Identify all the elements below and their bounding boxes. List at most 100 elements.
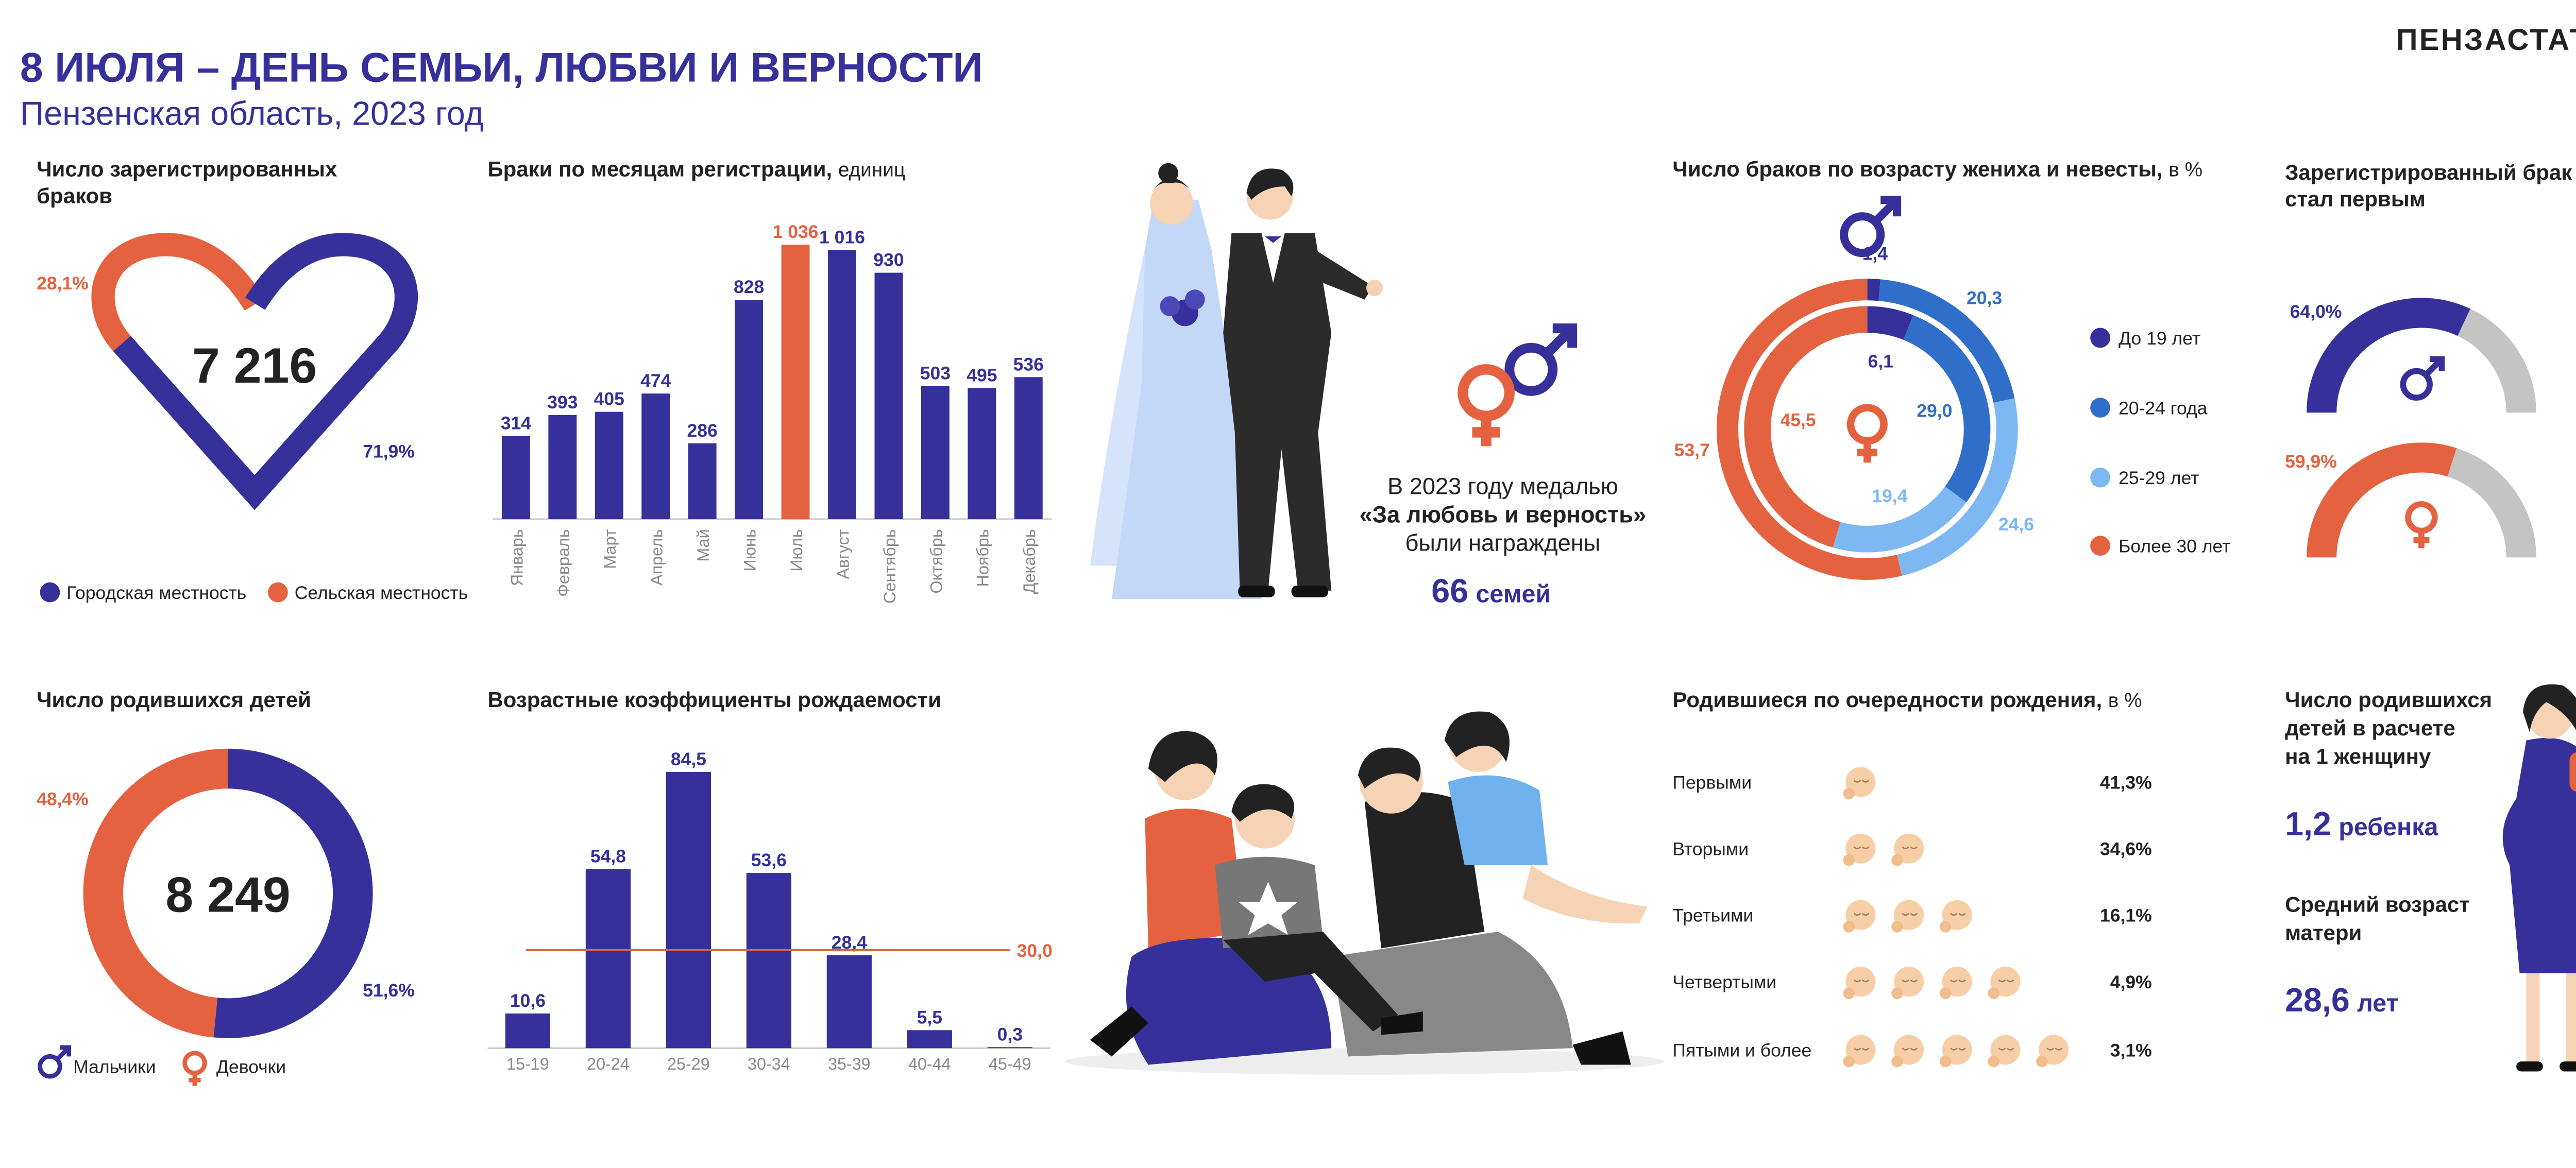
row-label: Вторыми: [1672, 839, 1749, 860]
baby-icon: [1990, 966, 2021, 997]
illustration-part: [1358, 747, 1421, 789]
value-label: 53,6: [751, 850, 787, 870]
value-label: 6,1: [1868, 351, 1893, 371]
legend-swatch: [2090, 536, 2110, 556]
panel-title: Число родившихся детей: [37, 688, 311, 712]
panel-title-text: Родившиеся по очередности рождения,: [1672, 688, 2102, 712]
baby-icon-eyes: [1853, 846, 1870, 849]
baby-icon-eyes: [1902, 1047, 1918, 1051]
illustration-part: [2560, 1061, 2576, 1072]
illustration-part: [2569, 752, 2576, 792]
row-label: Третьими: [1672, 905, 1753, 926]
baby-icon-hand: [1891, 987, 1903, 999]
x-tick-label: Май: [694, 529, 713, 561]
baby-icon-eyes: [1950, 979, 1966, 983]
baby-icon-hand: [1843, 787, 1855, 800]
baby-icon: [1942, 1035, 1972, 1065]
value-label: 3,1%: [2110, 1040, 2152, 1060]
value-label: 29,0: [1917, 400, 1952, 421]
donut-segment: [83, 748, 228, 1038]
panel-title: Браки по месяцам регистрации, единиц: [487, 157, 905, 181]
bar: [987, 1047, 1032, 1049]
x-tick-label: Декабрь: [1020, 529, 1039, 594]
bar: [874, 272, 903, 520]
baby-icon: [2039, 1035, 2069, 1065]
baby-icon-hand: [1891, 854, 1903, 866]
baby-icon: [1942, 966, 1972, 997]
row-label: Четвертыми: [1672, 972, 1776, 992]
female-symbol-ring: [2405, 501, 2438, 534]
value-label: 64,0%: [2290, 301, 2342, 322]
value-label: 1 016: [819, 227, 865, 247]
male-symbol-ring: [1504, 342, 1558, 396]
baby-icon-eyes: [1853, 780, 1870, 783]
legend-swatch: [2090, 328, 2110, 348]
total-label: 7 216: [192, 337, 317, 393]
x-tick-label: 30-34: [748, 1055, 790, 1073]
value-label: 20,3: [1967, 287, 2002, 308]
illustration-part: [1381, 1011, 1423, 1035]
panel-title-text: Браки по месяцам регистрации,: [487, 157, 832, 181]
illustration-part: [2526, 973, 2540, 1065]
baby-icon-hand: [1988, 1055, 2000, 1068]
ring-segment: [1716, 279, 1902, 580]
bar: [921, 386, 950, 520]
baby-icon: [1845, 767, 1876, 797]
brand: ПЕНЗАСТАТ: [2396, 23, 2576, 57]
value-label: 930: [873, 250, 904, 270]
value-label: 48,4%: [37, 789, 89, 810]
panel-title: на 1 женщину: [2285, 744, 2431, 768]
panel-value-number: 28,6: [2285, 982, 2350, 1019]
male-symbol-arrow: [1543, 323, 1578, 358]
medal-text: «За любовь и верность»: [1360, 501, 1647, 527]
illustration-part: [1448, 775, 1548, 865]
bar: [548, 415, 577, 520]
gauge-value: [2307, 442, 2457, 558]
value-label: 59,9%: [2285, 451, 2337, 472]
value-label: 28,1%: [37, 273, 89, 294]
bar: [505, 1013, 551, 1049]
bar: [1014, 377, 1043, 520]
x-tick-label: 40-44: [908, 1055, 951, 1073]
legend-swatch: [2090, 398, 2110, 418]
ring-segment: [1867, 279, 1881, 301]
panel-title: Возрастные коэффициенты рождаемости: [487, 688, 941, 712]
gauge-track: [2457, 308, 2536, 413]
illustration-part: [1314, 249, 1373, 300]
male-symbol-ring: [38, 1054, 62, 1079]
legend-label: 25-29 лет: [2119, 468, 2199, 488]
legend-label: 20-24 года: [2119, 398, 2208, 419]
bar: [641, 393, 670, 520]
baby-icon-eyes: [1902, 913, 1918, 916]
illustration-part: [1231, 784, 1294, 822]
value-label: 0,3: [997, 1024, 1023, 1044]
female-symbol-ring: [182, 1051, 207, 1076]
illustration-part: [1090, 1006, 1148, 1057]
bar: [735, 300, 764, 520]
illustration-part: [1572, 1031, 1631, 1065]
ring-segment: [1867, 306, 1913, 340]
value-label: 828: [734, 277, 764, 297]
female-symbol: [182, 1051, 207, 1086]
value-label: 71,9%: [363, 441, 415, 462]
baby-icon-hand: [1891, 921, 1903, 933]
female-symbol: [1458, 364, 1515, 446]
panel-title-unit: в %: [2168, 159, 2202, 181]
medal-count-unit: семей: [1476, 580, 1551, 608]
value-label: 314: [501, 413, 532, 434]
illustration-part: [1223, 932, 1398, 1032]
illustration-part: [1246, 168, 1294, 200]
panel-value: 28,6 лет: [2285, 982, 2398, 1019]
baby-icon-eyes: [1853, 979, 1870, 983]
total-label: 8 249: [165, 866, 290, 922]
male-symbol-arrow: [1872, 196, 1902, 225]
baby-icon-hand: [1843, 854, 1855, 866]
illustration-part: [2523, 684, 2576, 732]
x-tick-label: 15-19: [506, 1055, 549, 1073]
medal-count-value: 66: [1431, 573, 1468, 610]
illustration-part: [1223, 233, 1332, 591]
baby-icon-hand: [1939, 1055, 1952, 1068]
illustration-part: [1184, 289, 1205, 310]
bar: [501, 436, 530, 520]
female-symbol-cross: [189, 1073, 201, 1086]
